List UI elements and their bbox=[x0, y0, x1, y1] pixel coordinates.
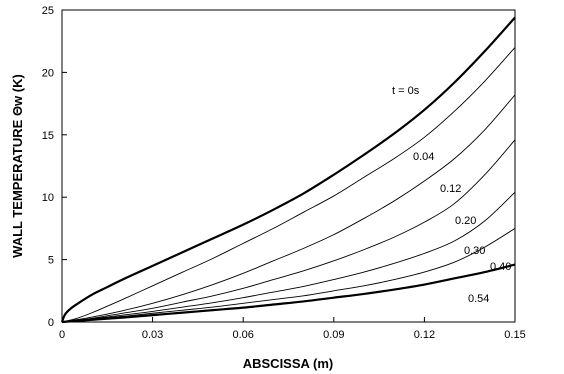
y-axis-title: WALL TEMPERATURE Θw (K) bbox=[10, 74, 25, 258]
y-tick-label: 0 bbox=[48, 317, 54, 329]
y-tick-label: 25 bbox=[42, 5, 54, 17]
curve-series-1 bbox=[61, 47, 516, 323]
curve-group bbox=[60, 16, 516, 324]
y-tick-label: 20 bbox=[42, 67, 54, 79]
plot-frame bbox=[61, 9, 516, 323]
x-tick-label: 0.15 bbox=[504, 329, 525, 341]
x-axis: 0 0.03 0.06 0.09 0.12 0.15 bbox=[59, 317, 526, 341]
y-tick-label: 10 bbox=[42, 192, 54, 204]
y-axis: 0 5 10 15 20 25 bbox=[42, 5, 67, 329]
curve-series-0 bbox=[60, 16, 516, 323]
y-tick-label: 15 bbox=[42, 130, 54, 142]
curve-series-4 bbox=[61, 191, 516, 323]
x-axis-title: ABSCISSA (m) bbox=[243, 356, 334, 371]
x-tick-label: 0.09 bbox=[323, 329, 344, 341]
annotation-054: 0.54 bbox=[468, 293, 489, 305]
annotation-030: 0.30 bbox=[464, 245, 485, 257]
curve-series-5 bbox=[61, 228, 516, 323]
annotation-t0: t = 0s bbox=[392, 85, 420, 97]
x-tick-label: 0.03 bbox=[142, 329, 163, 341]
x-tick-label: 0.12 bbox=[414, 329, 435, 341]
curve-series-3 bbox=[61, 139, 516, 323]
y-tick-label: 5 bbox=[48, 255, 54, 267]
annotation-004: 0.04 bbox=[413, 151, 434, 163]
curve-series-6 bbox=[61, 263, 516, 324]
x-tick-label: 0.06 bbox=[232, 329, 253, 341]
annotation-040: 0.40 bbox=[490, 261, 511, 273]
curve-series-2 bbox=[61, 94, 516, 323]
x-tick-label: 0 bbox=[59, 329, 65, 341]
annotation-020: 0.20 bbox=[455, 215, 476, 227]
annotation-012: 0.12 bbox=[440, 183, 461, 195]
